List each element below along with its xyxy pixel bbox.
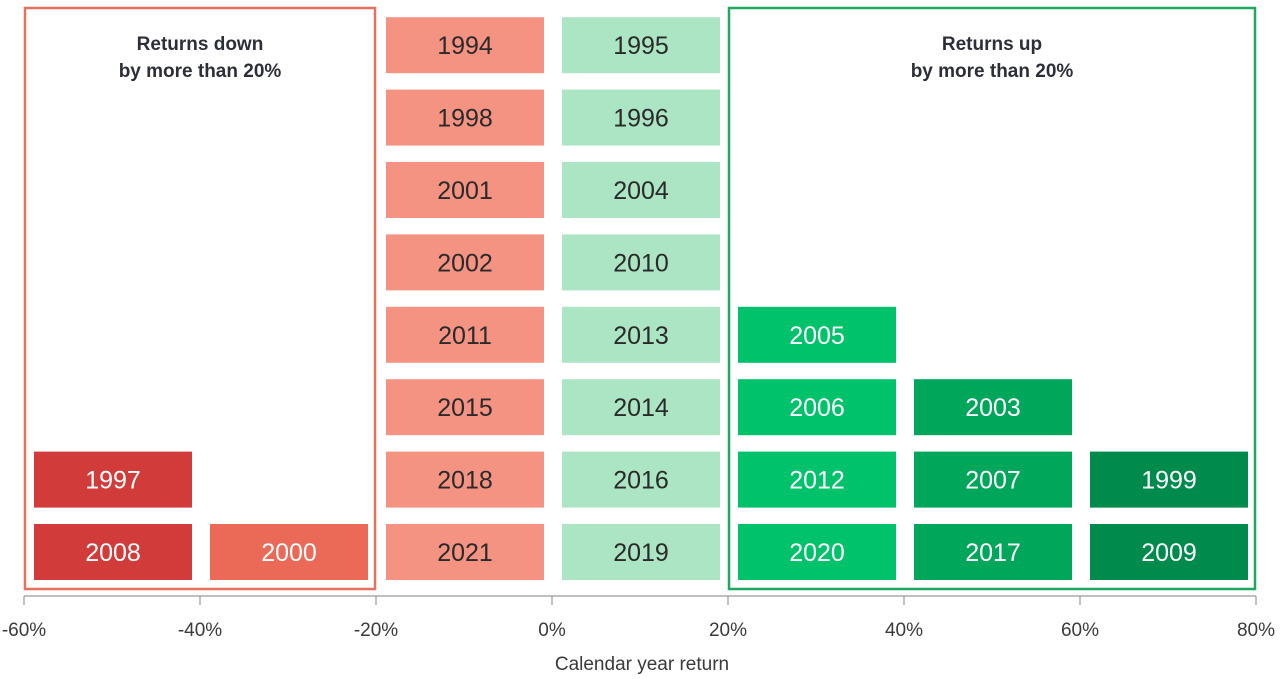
year-cell-1996 (562, 89, 720, 146)
year-label-2011: 2011 (438, 322, 492, 350)
year-cell-1997 (34, 451, 192, 508)
year-cell-2009 (1090, 524, 1248, 580)
year-label-2020: 2020 (789, 539, 845, 567)
year-label-2005: 2005 (789, 322, 845, 350)
year-label-1996: 1996 (613, 105, 669, 133)
year-label-2017: 2017 (965, 539, 1021, 567)
year-cell-2007 (914, 451, 1072, 508)
year-label-1994: 1994 (437, 32, 493, 60)
year-cell-1994 (386, 17, 544, 74)
year-label-1999: 1999 (1141, 467, 1197, 495)
returns-down-box-title-line2: by more than 20% (119, 61, 282, 82)
year-label-2014: 2014 (613, 394, 669, 422)
returns-down-box-title-line1: Returns down (137, 34, 264, 55)
year-cell-2014 (562, 379, 720, 436)
year-label-2009: 2009 (1141, 539, 1197, 567)
year-cell-1999 (1090, 451, 1248, 508)
year-label-2018: 2018 (437, 467, 493, 495)
year-cell-2010 (562, 234, 720, 291)
x-tick-label: -60% (2, 620, 46, 641)
year-label-2019: 2019 (613, 539, 669, 567)
year-cell-2020 (738, 524, 896, 580)
returns-up-box (727, 6, 1257, 591)
year-label-2007: 2007 (965, 467, 1021, 495)
year-label-2021: 2021 (437, 539, 493, 567)
year-label-2004: 2004 (613, 177, 669, 205)
year-cell-2018 (386, 451, 544, 508)
year-label-2010: 2010 (613, 249, 669, 277)
returns-up-box-title-line2: by more than 20% (911, 61, 1074, 82)
year-label-2000: 2000 (261, 539, 317, 567)
year-cell-2021 (386, 524, 544, 580)
year-cell-2016 (562, 451, 720, 508)
x-tick-label: -40% (178, 620, 222, 641)
year-cell-2019 (562, 524, 720, 580)
x-tick-label: 80% (1237, 620, 1275, 641)
x-tick-label: 20% (709, 620, 747, 641)
year-cell-2015 (386, 379, 544, 436)
year-cell-2003 (914, 379, 1072, 436)
year-label-2006: 2006 (789, 394, 845, 422)
x-tick-label: 0% (538, 620, 566, 641)
year-cell-2017 (914, 524, 1072, 580)
year-cell-2001 (386, 162, 544, 218)
year-cell-2000 (210, 524, 368, 580)
year-label-2012: 2012 (789, 467, 845, 495)
year-cell-2013 (562, 306, 720, 363)
x-tick-label: 40% (885, 620, 923, 641)
year-label-2002: 2002 (437, 249, 493, 277)
year-cell-1998 (386, 89, 544, 146)
x-tick-label: 60% (1061, 620, 1099, 641)
year-label-1998: 1998 (437, 105, 493, 133)
year-cell-2002 (386, 234, 544, 291)
x-tick-label: -20% (354, 620, 398, 641)
year-label-2008: 2008 (85, 539, 141, 567)
year-cell-1995 (562, 17, 720, 74)
year-cell-2005 (738, 306, 896, 363)
year-label-1997: 1997 (85, 467, 141, 495)
year-label-2001: 2001 (437, 177, 493, 205)
returns-down-box (23, 6, 377, 591)
year-cell-2006 (738, 379, 896, 436)
year-label-1995: 1995 (613, 32, 669, 60)
year-cell-2008 (34, 524, 192, 580)
returns-up-box-title-line1: Returns up (942, 34, 1042, 55)
year-cell-2011 (386, 306, 544, 363)
x-axis-label: Calendar year return (555, 654, 729, 675)
year-label-2016: 2016 (613, 467, 669, 495)
year-label-2015: 2015 (437, 394, 493, 422)
year-label-2003: 2003 (965, 394, 1021, 422)
year-label-2013: 2013 (613, 322, 669, 350)
year-cell-2004 (562, 162, 720, 218)
year-cell-2012 (738, 451, 896, 508)
